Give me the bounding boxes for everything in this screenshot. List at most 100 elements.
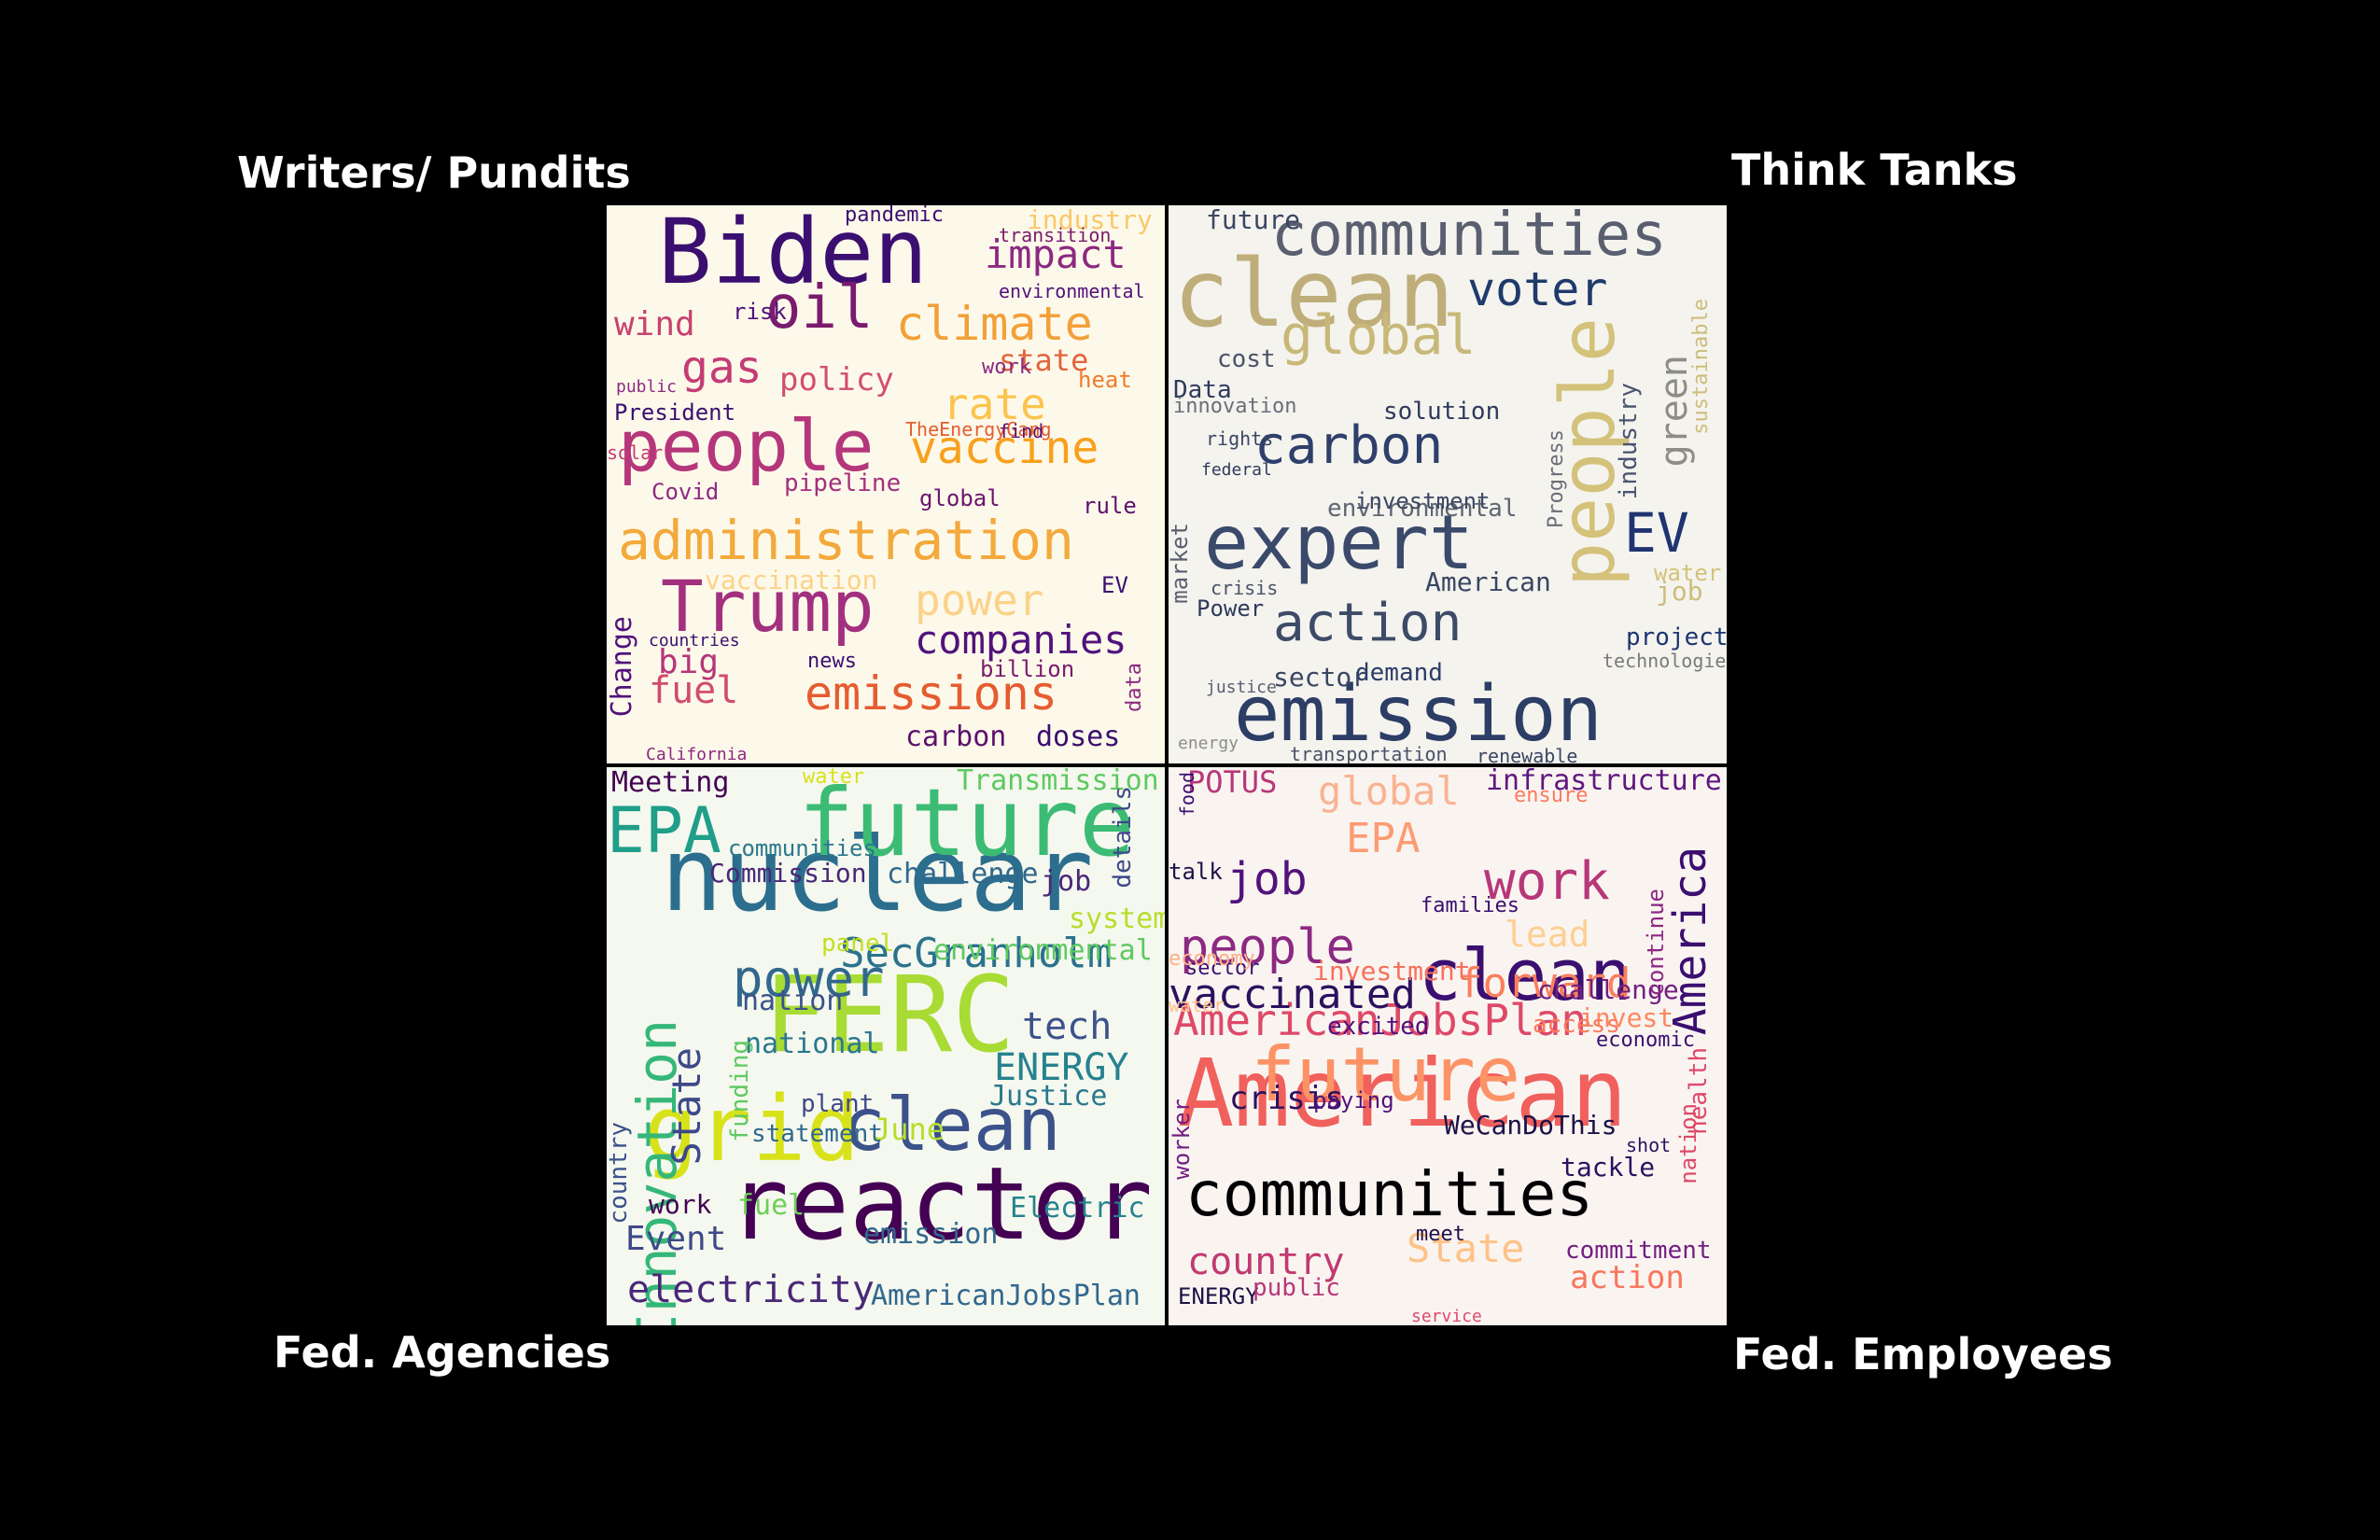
wordcloud-word: future: [1206, 205, 1301, 235]
wordcloud-word: solar: [607, 441, 664, 464]
wordcloud-word: FERC: [763, 955, 1015, 1076]
wordcloud-word: worker: [1169, 1099, 1195, 1180]
wordcloud-word: innovation: [1173, 395, 1297, 418]
wordcloud-word: people: [1180, 919, 1355, 975]
wordcloud-word: invest: [1579, 1002, 1674, 1033]
wordcloud-word: communities: [728, 835, 876, 861]
wordcloud-word: SecGranholm: [840, 930, 1113, 977]
wordcloud-word: President: [614, 399, 736, 426]
wordcloud-word: service: [1411, 1307, 1482, 1325]
wordcloud-word: nuclear: [661, 815, 1094, 934]
label-fed-agencies: Fed. Agencies: [273, 1327, 611, 1378]
wordcloud-word: tackle: [1561, 1152, 1656, 1183]
wordcloud-word: continue: [1643, 889, 1669, 997]
wordcloud-word: rights: [1206, 427, 1274, 450]
wordcloud-word: talk: [1169, 859, 1223, 885]
wordcloud-word: industry: [1615, 383, 1643, 500]
wordcloud-word: clean: [842, 1084, 1061, 1168]
wordcloud-word: Transmission: [957, 767, 1159, 797]
wordcloud-word: sector: [1273, 662, 1368, 693]
wordcloud-word: environmental: [999, 280, 1145, 302]
wordcloud-word: food: [1176, 772, 1198, 818]
wordcloud-word: doses: [1036, 721, 1121, 753]
wordcloud-word: environmental: [1327, 495, 1518, 523]
wordcloud-word: paying: [1313, 1087, 1394, 1113]
wordcloud-word: plant: [801, 1090, 875, 1118]
wordcloud-word: Covid: [651, 479, 720, 505]
wordcloud-word: State: [664, 1047, 709, 1166]
wordcloud-word: public: [1253, 1274, 1340, 1302]
wordcloud-word: job: [1226, 853, 1308, 905]
wordcloud-word: economy: [1169, 947, 1255, 971]
wordcloud-word: companies: [915, 617, 1127, 663]
wordcloud-word: gas: [681, 342, 763, 394]
wordcloud-word: crisis: [1229, 1080, 1344, 1117]
wordcloud-word: rate: [943, 379, 1046, 429]
wordcloud-word: global: [1318, 768, 1460, 814]
wordcloud-word: market: [1169, 523, 1193, 604]
wordcloud-word: policy: [779, 361, 894, 399]
wordcloud-word: find: [999, 420, 1044, 442]
wordcloud-word: investment: [1313, 956, 1471, 987]
wordcloud-word: solution: [1383, 398, 1501, 426]
wordcloud-word: vaccine: [910, 422, 1099, 474]
wordcloud-word: data: [1123, 663, 1146, 712]
wordcloud-word: impact: [985, 231, 1127, 277]
wordcloud-word: pandemic: [845, 205, 944, 227]
wordcloud-word: Justice: [989, 1080, 1108, 1113]
wordcloud-word: clean: [1173, 239, 1455, 348]
wordcloud-word: sustainable: [1689, 299, 1713, 435]
wordcloud-word: transportation: [1290, 743, 1448, 763]
wordcloud-word: wind: [614, 305, 695, 343]
wordcloud-word: job: [1041, 865, 1092, 898]
wordcloud-word: panel: [821, 930, 895, 958]
wordcloud-word: Power: [1197, 595, 1265, 622]
wordcloud-word: pipeline: [784, 469, 902, 497]
wordcloud-word: vaccination: [705, 565, 878, 595]
wordcloud-word: technologies: [1603, 650, 1727, 672]
wordcloud-word: California: [646, 745, 748, 763]
wordcloud-word: fuel: [649, 669, 739, 712]
wordcloud-word: power: [733, 949, 885, 1008]
wordcloud-think-tanks: clean communities voter global carbon expert p…: [1169, 205, 1727, 763]
wordcloud-word: risk: [733, 299, 787, 325]
wordcloud-word: green: [1653, 355, 1696, 468]
wordcloud-word: heat: [1078, 367, 1132, 393]
wordcloud-word: ENERGY: [994, 1046, 1129, 1089]
wordcloud-word: Event: [625, 1220, 727, 1258]
wordcloud-word: Meeting: [611, 767, 730, 799]
wordcloud-panel: Biden oil climate impact people administratio…: [607, 205, 1727, 1325]
wordcloud-word: country: [607, 1122, 633, 1225]
wordcloud-word: global: [919, 485, 1001, 511]
wordcloud-word: action: [1273, 593, 1463, 653]
wordcloud-word: water: [1169, 994, 1225, 1016]
wordcloud-word: families: [1421, 894, 1519, 917]
wordcloud-word: American: [1178, 1039, 1628, 1148]
wordcloud-word: June: [873, 1112, 945, 1147]
wordcloud-word: ensure: [1514, 784, 1589, 807]
wordcloud-word: investment: [1355, 488, 1491, 514]
wordcloud-word: carbon: [905, 721, 1007, 753]
wordcloud-word: State: [1407, 1225, 1525, 1271]
wordcloud-word: EV: [1101, 572, 1128, 598]
wordcloud-word: challenge: [887, 858, 1039, 890]
wordcloud-word: expert: [1204, 499, 1474, 586]
wordcloud-word: EPA: [1346, 815, 1421, 862]
wordcloud-word: state: [999, 343, 1089, 378]
wordcloud-word: Electric: [1010, 1192, 1145, 1225]
wordcloud-word: water: [1654, 560, 1722, 586]
wordcloud-word: forward: [1458, 959, 1631, 1007]
wordcloud-word: environmental: [933, 934, 1153, 967]
wordcloud-word: meet: [1416, 1223, 1465, 1246]
wordcloud-word: lead: [1505, 914, 1590, 955]
wordcloud-word: carbon: [1254, 415, 1444, 476]
wordcloud-word: future: [1251, 1031, 1520, 1118]
wordcloud-word: access: [1533, 1011, 1620, 1039]
wordcloud-word: Trump: [661, 565, 875, 648]
label-think-tanks: Think Tanks: [1731, 145, 2018, 195]
wordcloud-word: news: [807, 650, 857, 673]
wordcloud-word: work: [649, 1189, 712, 1220]
wordcloud-word: electricity: [627, 1268, 875, 1311]
wordcloud-word: AmericanJobsPlan: [1173, 995, 1588, 1045]
wordcloud-word: ENERGY: [1178, 1283, 1259, 1309]
